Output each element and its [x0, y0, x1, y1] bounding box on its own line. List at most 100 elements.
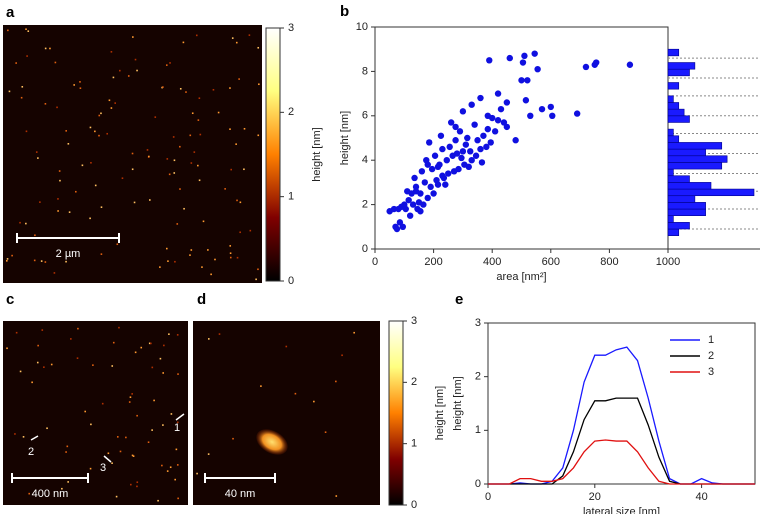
x-tick-label: 400 — [483, 256, 501, 268]
histogram-bar — [667, 195, 696, 203]
data-point — [452, 123, 459, 131]
y-tick-label: 6 — [362, 110, 368, 122]
data-point — [462, 141, 470, 148]
y-axis-label: height [nm] — [452, 376, 464, 430]
particle — [248, 34, 251, 36]
particle — [157, 499, 159, 502]
particle — [56, 106, 58, 109]
particle — [31, 381, 33, 384]
particle — [335, 380, 337, 383]
particle — [294, 392, 297, 395]
particle — [53, 272, 56, 274]
x-tick-label: 0 — [372, 256, 378, 268]
particle — [79, 87, 82, 90]
particle — [168, 173, 171, 176]
particle — [89, 217, 91, 220]
plot-frame — [487, 322, 756, 485]
particle — [121, 177, 124, 180]
particle — [116, 436, 119, 438]
data-point — [459, 148, 467, 155]
y-tick-label: 1 — [475, 424, 481, 436]
data-point — [424, 161, 431, 168]
particle — [25, 130, 28, 133]
particle — [44, 103, 47, 105]
particle — [25, 28, 27, 30]
particle — [22, 436, 25, 438]
particle — [27, 30, 30, 32]
data-point — [458, 154, 465, 162]
data-point — [453, 150, 461, 157]
particle — [146, 149, 149, 151]
particle — [207, 249, 209, 251]
x-axis-label: area [nm²] — [496, 271, 546, 283]
particle — [151, 429, 153, 431]
histogram-bar — [667, 188, 755, 197]
particle — [148, 342, 151, 345]
particle — [132, 36, 134, 38]
particle — [59, 179, 61, 182]
data-point — [477, 145, 484, 153]
colorbar-label: height [nm] — [434, 386, 446, 440]
particle — [134, 351, 137, 354]
particle — [119, 450, 122, 453]
particle — [130, 483, 132, 486]
particle — [161, 464, 163, 467]
particle — [110, 51, 113, 53]
particle — [6, 260, 8, 262]
particle — [212, 88, 215, 91]
particle — [132, 455, 135, 457]
particle — [207, 453, 210, 455]
data-point — [412, 183, 420, 191]
particle — [43, 366, 45, 368]
particle — [98, 114, 101, 117]
particle — [197, 164, 199, 167]
data-point — [524, 77, 531, 84]
particle — [255, 278, 257, 281]
legend-label: 3 — [708, 366, 714, 378]
particle — [65, 451, 67, 453]
data-line — [488, 439, 755, 485]
particle — [111, 365, 114, 367]
particle — [79, 81, 81, 83]
particle — [173, 159, 176, 162]
particle — [15, 331, 18, 334]
particle — [134, 58, 137, 61]
histogram-bar — [667, 62, 696, 70]
particle — [36, 361, 39, 364]
data-point — [494, 117, 502, 124]
particle — [19, 370, 22, 373]
particle — [179, 145, 181, 148]
particle — [208, 338, 210, 340]
particle — [232, 437, 234, 440]
histogram-bar — [667, 108, 685, 117]
particle — [77, 327, 79, 330]
afm-image — [3, 321, 188, 505]
particle — [8, 90, 11, 93]
particle — [179, 188, 181, 190]
particle — [67, 481, 69, 483]
particle — [131, 168, 134, 171]
particle — [243, 127, 246, 130]
y-tick-label: 2 — [475, 371, 481, 383]
particle — [218, 333, 221, 335]
particle — [46, 427, 48, 430]
y-tick-label: 0 — [362, 243, 368, 255]
data-point — [480, 132, 487, 139]
particle — [147, 441, 150, 444]
particle — [37, 344, 39, 347]
data-point — [472, 152, 480, 159]
particle — [112, 341, 115, 344]
panel-letter: b — [340, 3, 349, 20]
data-point — [477, 94, 484, 102]
data-point — [437, 132, 445, 139]
particle — [243, 168, 245, 171]
particle — [67, 143, 70, 145]
particle — [28, 492, 31, 495]
particle — [238, 78, 240, 80]
y-axis-label: height [nm] — [339, 111, 351, 165]
particle — [166, 470, 169, 472]
particle — [230, 168, 233, 171]
particle — [61, 487, 63, 490]
data-point — [531, 50, 538, 57]
data-point — [468, 157, 475, 164]
